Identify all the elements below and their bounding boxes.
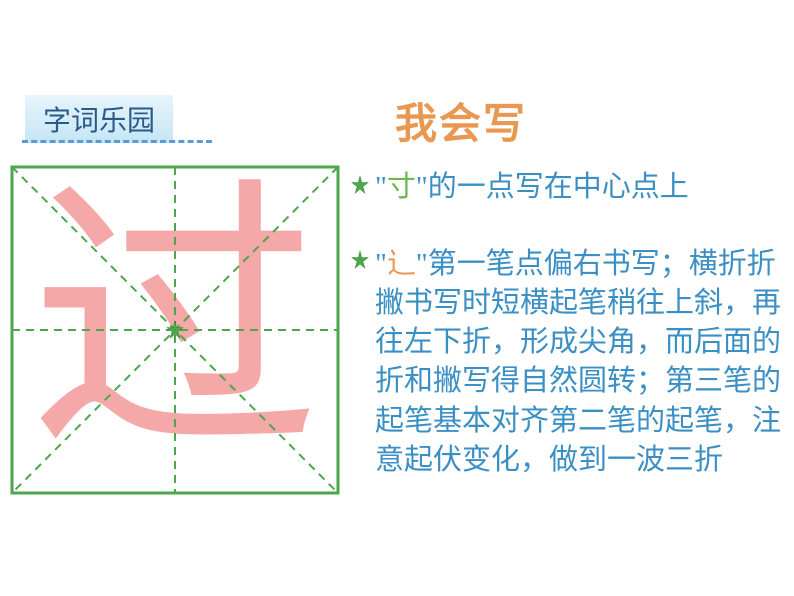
center-star-icon — [165, 320, 185, 340]
star-bullet-icon — [350, 250, 370, 270]
page-title: 我会写 — [395, 90, 527, 151]
t1-highlight: 寸 — [387, 171, 416, 203]
instruction-text-1: "寸"的一点写在中心点上 — [375, 168, 790, 207]
instruction-text-2: "辶"第一笔点偏右书写；横折折撇书写时短横起笔稍往上斜，再往左下折，形成尖角，而… — [375, 245, 790, 480]
t2-prefix: " — [375, 248, 387, 280]
t1-prefix: " — [375, 171, 387, 203]
t2-suffix: "第一笔点偏右书写；横折折撇书写时短横起笔稍往上斜，再往左下折，形成尖角，而后面… — [375, 248, 781, 476]
t1-suffix: "的一点写在中心点上 — [416, 171, 689, 203]
label-underline — [22, 140, 212, 143]
star-bullet-icon — [350, 175, 370, 195]
section-label: 字词乐园 — [25, 95, 173, 143]
t2-highlight: 辶 — [387, 248, 416, 280]
